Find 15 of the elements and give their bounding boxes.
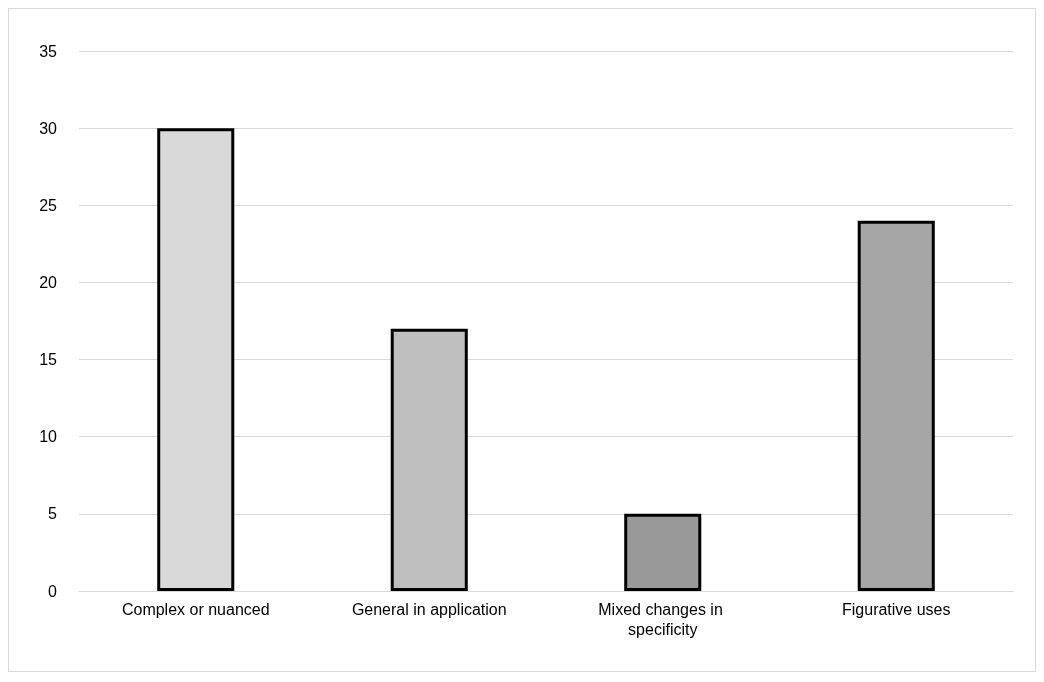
- bar: [857, 220, 935, 591]
- y-tick-label: 35: [39, 42, 58, 60]
- bar: [390, 328, 468, 591]
- y-tick-label: 30: [39, 119, 58, 137]
- y-tick-label: 10: [39, 428, 58, 446]
- y-tick-label: 25: [39, 196, 58, 214]
- y-tick-label: 15: [39, 351, 58, 369]
- x-tick-label: General in application: [351, 600, 507, 618]
- x-tick-label: Complex or nuanced: [121, 600, 270, 618]
- x-tick-label: Mixed changes in specificity: [598, 600, 728, 638]
- x-tick-label: Figurative uses: [842, 600, 951, 618]
- y-tick-label: 5: [48, 505, 58, 523]
- y-tick-label: 0: [48, 582, 58, 600]
- bar: [624, 513, 702, 591]
- y-tick-label: 20: [39, 273, 58, 291]
